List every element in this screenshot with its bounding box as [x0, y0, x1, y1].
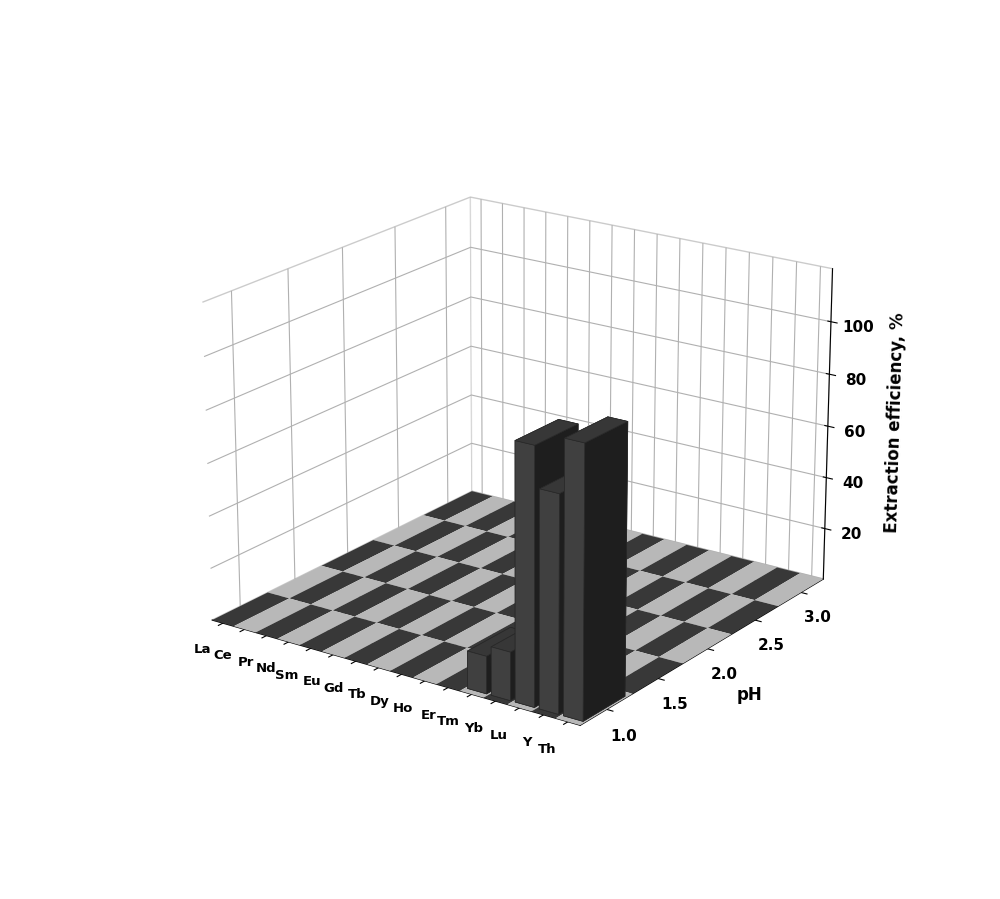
Y-axis label: pH: pH	[737, 686, 763, 704]
